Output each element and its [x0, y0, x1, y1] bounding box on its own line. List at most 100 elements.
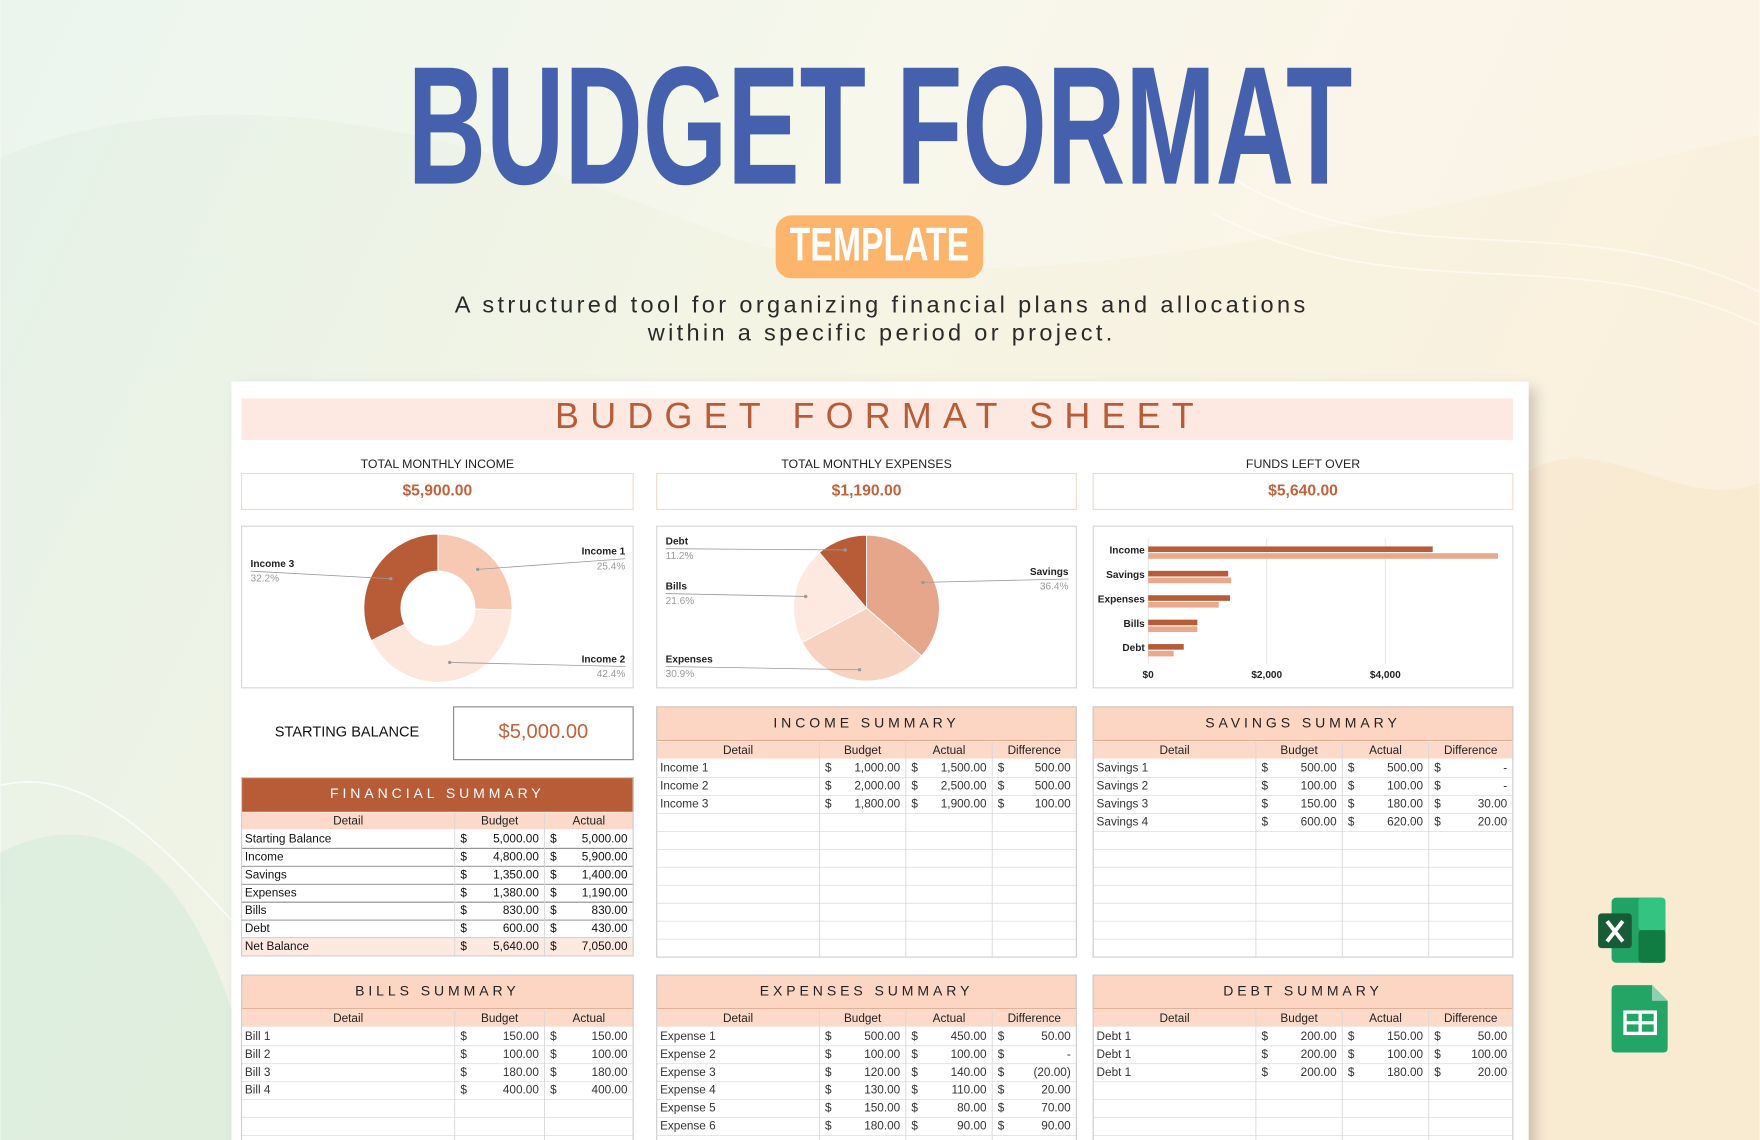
cell-amount: 5,000.00 — [582, 832, 628, 845]
cell-amount: 100.00 — [1387, 1048, 1423, 1061]
stat-value: $5,900.00 — [402, 483, 472, 500]
cell-currency: $ — [460, 832, 467, 845]
cell-amount: 1,380.00 — [493, 886, 539, 899]
cell-amount: 90.00 — [1041, 1120, 1071, 1133]
slice-value-label: 36.4% — [1040, 582, 1069, 593]
column-header-bar — [1093, 741, 1513, 759]
cell-amount: 50.00 — [1478, 1030, 1508, 1043]
cell-currency: $ — [1348, 1066, 1355, 1079]
cell-currency: $ — [460, 1084, 467, 1097]
cell-amount: 1,900.00 — [941, 798, 987, 811]
cell-currency: $ — [460, 1066, 467, 1079]
cell-currency: $ — [550, 1084, 557, 1097]
cell-amount: 180.00 — [592, 1066, 628, 1079]
cell-currency: $ — [998, 1120, 1005, 1133]
cell-currency: $ — [1434, 798, 1441, 811]
cell-currency: $ — [998, 798, 1005, 811]
balance-label: STARTING BALANCE — [275, 725, 420, 741]
cell-amount: 200.00 — [1301, 1030, 1337, 1043]
bar — [1148, 595, 1230, 601]
table-border — [656, 974, 1077, 1140]
cell-label: Debt 1 — [1097, 1030, 1132, 1043]
cell-amount: 180.00 — [1387, 1066, 1423, 1079]
column-header: Actual — [572, 814, 605, 827]
cell-amount: 150.00 — [592, 1030, 628, 1043]
cell-amount: 5,900.00 — [582, 850, 628, 863]
column-header: Detail — [723, 1012, 753, 1025]
column-header: Detail — [333, 814, 363, 827]
table: DEBT SUMMARY Detail Budget Actual Difference… — [1092, 974, 1514, 1140]
cell-currency: $ — [1434, 1048, 1441, 1061]
cell-currency: $ — [911, 1084, 918, 1097]
cell-amount: 500.00 — [1387, 762, 1423, 775]
cell-currency: $ — [1261, 1030, 1268, 1043]
column-header: Difference — [1008, 1012, 1062, 1025]
cell-amount: 600.00 — [1301, 816, 1337, 829]
subtitle: within a specific period or project. — [647, 320, 1113, 346]
cell-label: Savings 1 — [1097, 762, 1149, 775]
cell-amount: 400.00 — [503, 1084, 539, 1097]
cell-amount: 100.00 — [1471, 1048, 1507, 1061]
cell-currency: $ — [460, 868, 467, 881]
column-header: Detail — [1159, 1012, 1189, 1025]
wave-line — [0, 781, 233, 921]
slice-value-label: 21.6% — [666, 596, 695, 607]
cell-currency: $ — [550, 1066, 557, 1079]
cell-currency: $ — [825, 1084, 832, 1097]
cell-label: Starting Balance — [245, 832, 332, 845]
cell-currency: $ — [550, 904, 557, 917]
slice-label: Income 3 — [251, 559, 295, 570]
slice — [363, 533, 439, 642]
bar — [1148, 601, 1219, 608]
stat-label: TOTAL MONTHLY EXPENSES — [781, 457, 952, 471]
cell-currency: $ — [550, 886, 557, 899]
cell-amount: 100.00 — [1387, 780, 1423, 793]
slice — [866, 534, 940, 657]
cell-amount: 50.00 — [1041, 1030, 1071, 1043]
wave — [0, 834, 232, 1140]
cell-currency: $ — [1261, 816, 1268, 829]
cell-currency: $ — [1348, 1030, 1355, 1043]
column-header: Difference — [1008, 744, 1062, 757]
cell-currency: $ — [1348, 780, 1355, 793]
cell-amount: 1,350.00 — [493, 868, 539, 881]
table-title-bar — [656, 974, 1077, 1010]
cell-currency: $ — [825, 762, 832, 775]
icon-shape — [1625, 1012, 1656, 1034]
bar — [1148, 619, 1198, 626]
cell-currency: $ — [550, 850, 557, 863]
table: BILLS SUMMARY Detail Budget Actual Bill 1 $15… — [240, 974, 634, 1140]
leader-line — [250, 570, 391, 580]
cell-amount: 90.00 — [957, 1120, 987, 1133]
cell-amount: 100.00 — [592, 1048, 628, 1061]
slice-label: Savings — [1030, 567, 1069, 578]
column-header-bar — [656, 1009, 1077, 1027]
cell-currency: $ — [825, 1066, 832, 1079]
cell-currency: $ — [825, 780, 832, 793]
cell-amount: 1,400.00 — [582, 868, 628, 881]
table-border — [240, 777, 634, 957]
leader-line — [477, 558, 626, 570]
category-label: Income — [1110, 546, 1146, 557]
cell-currency: $ — [911, 1066, 918, 1079]
cell-currency: $ — [1348, 762, 1355, 775]
column-header: Actual — [933, 1012, 966, 1025]
leader-dot — [857, 668, 862, 672]
cell-currency: $ — [460, 922, 467, 935]
cell-currency: $ — [460, 904, 467, 917]
table-title: SAVINGS SUMMARY — [1205, 714, 1400, 730]
cell-label: Income 3 — [660, 798, 709, 811]
bar — [1148, 546, 1433, 553]
cell-currency: $ — [550, 1030, 557, 1043]
column-header: Detail — [333, 1012, 363, 1025]
cell-amount: (20.00) — [1033, 1066, 1070, 1079]
cell-currency: $ — [911, 1120, 918, 1133]
cell-currency: $ — [911, 1030, 918, 1043]
category-label: Expenses — [1098, 594, 1145, 605]
sheets-icon — [1611, 985, 1668, 1053]
leader-line — [449, 662, 626, 667]
cell-amount: 180.00 — [503, 1066, 539, 1079]
cell-currency: $ — [1261, 762, 1268, 775]
cell-currency: $ — [911, 1102, 918, 1115]
cell-amount: 1,500.00 — [941, 762, 987, 775]
